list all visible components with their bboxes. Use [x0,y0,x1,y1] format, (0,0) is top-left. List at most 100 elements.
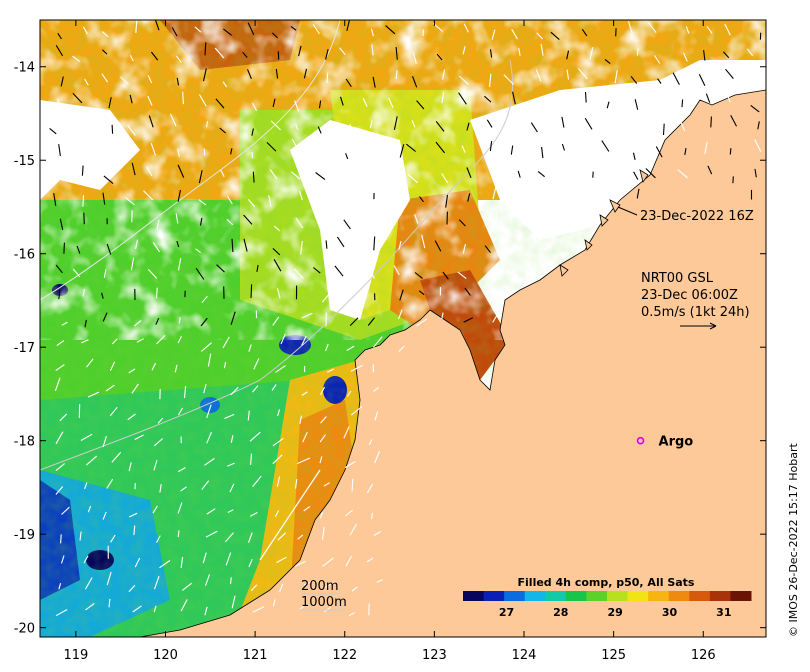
current-vector [463,23,469,33]
current-vector [250,284,253,298]
current-vector [488,73,492,87]
current-vector [247,199,256,208]
current-vector [414,214,419,224]
current-vector [222,81,228,88]
current-vector [372,76,376,88]
current-vector [364,161,371,175]
current-vector [374,411,379,421]
current-vector [371,512,373,520]
current-vector [561,116,565,128]
current-vector [291,139,300,152]
current-vector [584,117,593,130]
colorbar-segment [545,591,567,601]
current-vector [182,91,184,105]
current-vector [58,144,61,156]
current-vector [350,364,363,372]
current-vector [334,265,344,277]
current-vector [338,47,346,55]
current-vector [374,450,381,464]
current-vector [87,391,100,398]
current-vector [511,28,518,40]
current-vector [541,146,544,159]
current-vector [87,505,92,513]
current-vector [294,560,306,567]
isobath-200-label: 200m [301,579,338,594]
x-tick-label: 126 [691,648,716,663]
current-vector [250,453,253,465]
cloud-gap-central [290,120,410,320]
current-vector [681,99,684,108]
current-vector [59,413,68,422]
current-vector [61,506,70,515]
current-vector [155,317,160,325]
plot-border [39,19,767,638]
current-vector [203,383,207,394]
current-vector [86,455,98,466]
current-vector [325,48,329,60]
current-vector [215,98,225,109]
current-vector [367,317,375,326]
current-vector [627,21,633,33]
current-vector [486,119,493,128]
current-vector [202,552,207,564]
current-vector [195,248,201,254]
current-vector [229,483,235,493]
current-vector [128,462,132,472]
current-vector [206,508,216,515]
current-scale-label: 0.5m/s (1kt 24h) [641,305,750,320]
current-vector [153,605,157,613]
current-vector [279,583,284,593]
current-vector [484,245,491,253]
current-vector [55,364,65,372]
current-vector [303,68,308,79]
current-vector [489,141,493,152]
current-vector [321,292,331,303]
current-vector [127,124,136,136]
current-vector [86,358,94,368]
current-vector [530,122,538,133]
current-vector [151,362,156,371]
current-vector [510,145,514,155]
current-vector [416,100,425,110]
current-vector [204,574,211,586]
current-vector [133,525,136,536]
current-vector [488,290,496,298]
current-vector [706,25,713,34]
current-vector [132,605,142,613]
current-vector [180,486,187,492]
current-vector [457,271,467,280]
current-vector [345,78,352,88]
y-tick-label: -18 [14,435,35,450]
current-vector [177,258,182,271]
current-vector [156,219,160,231]
x-tick-label: 121 [243,648,268,663]
current-vector [214,47,225,59]
current-vector [155,287,158,299]
current-vector [536,32,543,40]
current-vector [60,555,65,564]
current-vector [662,123,665,136]
current-vector [128,368,136,374]
y-tick-label: -19 [14,528,35,543]
current-vector [177,467,186,473]
current-vector [399,144,405,158]
current-vector [250,584,258,592]
colorbar-segment [689,591,711,601]
current-vector [204,606,208,616]
current-vector [303,505,311,512]
current-vector [81,165,84,176]
current-vector [102,192,106,205]
x-tick-label: 123 [422,648,447,663]
current-vector [368,439,373,446]
current-vector [55,45,64,57]
current-vector [324,581,336,588]
current-vector [101,31,109,38]
current-vector [630,75,638,84]
argo-marker-icon[interactable] [636,436,645,445]
current-vector [322,194,327,202]
current-vector [272,316,280,326]
y-tick-label: -20 [14,622,35,637]
current-vector [345,555,353,567]
current-vector [326,72,329,84]
current-vector [57,33,62,40]
